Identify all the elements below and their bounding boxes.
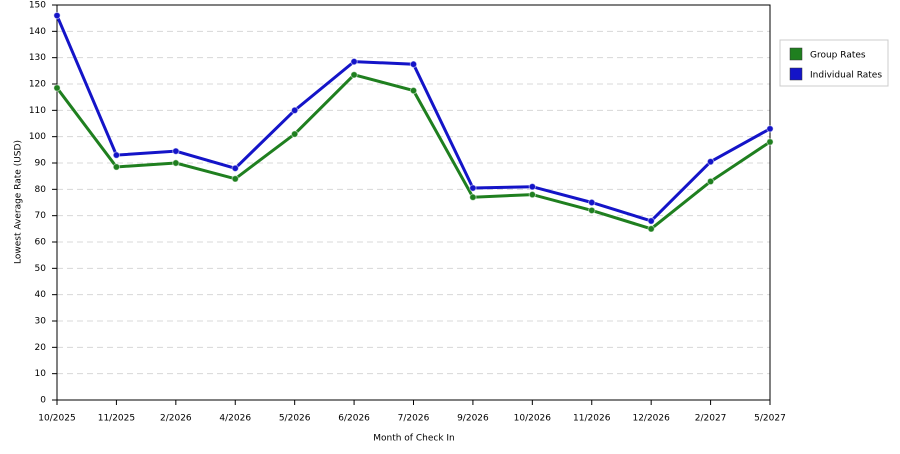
y-tick-label: 100 [29, 132, 46, 142]
data-point [231, 175, 239, 183]
data-point [53, 11, 61, 20]
x-tick-label: 11/2026 [573, 414, 611, 424]
legend-swatch [789, 47, 803, 61]
x-tick-label: 6/2026 [338, 414, 370, 424]
y-tick-label: 70 [35, 211, 47, 221]
data-point [588, 206, 596, 215]
data-point [706, 177, 715, 186]
data-point [706, 157, 715, 166]
y-tick-label: 90 [35, 159, 47, 169]
x-tick-label: 10/2025 [38, 414, 75, 424]
y-tick-label: 60 [35, 238, 47, 248]
legend-label: Individual Rates [810, 71, 882, 81]
data-point [647, 225, 655, 233]
legend-label: Group Rates [810, 51, 866, 61]
y-tick-label: 40 [35, 290, 47, 300]
data-point [469, 184, 477, 192]
y-tick-label: 80 [35, 185, 47, 195]
x-axis-label: Month of Check In [373, 434, 455, 444]
x-tick-label: 10/2026 [514, 414, 552, 424]
y-tick-label: 30 [35, 317, 47, 327]
x-tick-label: 2/2026 [160, 414, 192, 424]
x-tick-label: 2/2027 [695, 414, 727, 424]
x-tick-label: 7/2026 [398, 414, 430, 424]
data-point [290, 106, 299, 115]
data-point [409, 86, 418, 95]
y-tick-label: 130 [29, 53, 46, 63]
data-point [766, 125, 774, 133]
data-point [231, 164, 239, 172]
y-tick-label: 150 [29, 1, 46, 11]
legend-swatch [789, 67, 803, 81]
data-point [647, 217, 655, 225]
data-point [290, 130, 299, 138]
data-point [172, 159, 180, 167]
data-point [528, 190, 537, 199]
y-tick-label: 110 [29, 106, 46, 116]
y-tick-label: 120 [29, 80, 46, 90]
data-point [172, 147, 180, 155]
data-point [350, 57, 358, 66]
data-point [588, 198, 596, 207]
y-tick-label: 50 [35, 264, 47, 274]
data-point [409, 60, 418, 68]
x-tick-label: 4/2026 [219, 414, 251, 424]
y-tick-label: 0 [40, 396, 46, 406]
y-tick-label: 20 [35, 343, 47, 353]
x-tick-label: 11/2025 [98, 414, 135, 424]
data-point [112, 151, 121, 159]
x-tick-label: 5/2027 [754, 414, 786, 424]
data-point [469, 193, 477, 201]
x-tick-label: 9/2026 [457, 414, 489, 424]
data-point [766, 138, 774, 146]
data-point [528, 183, 537, 191]
series-line [55, 14, 771, 223]
y-tick-label: 10 [35, 369, 47, 379]
y-axis-label: Lowest Average Rate (USD) [14, 140, 24, 264]
x-tick-label: 12/2026 [632, 414, 670, 424]
x-tick-label: 5/2026 [279, 414, 311, 424]
data-point [53, 84, 61, 92]
y-tick-label: 140 [29, 27, 46, 37]
data-point [350, 71, 358, 79]
data-point [112, 163, 121, 171]
